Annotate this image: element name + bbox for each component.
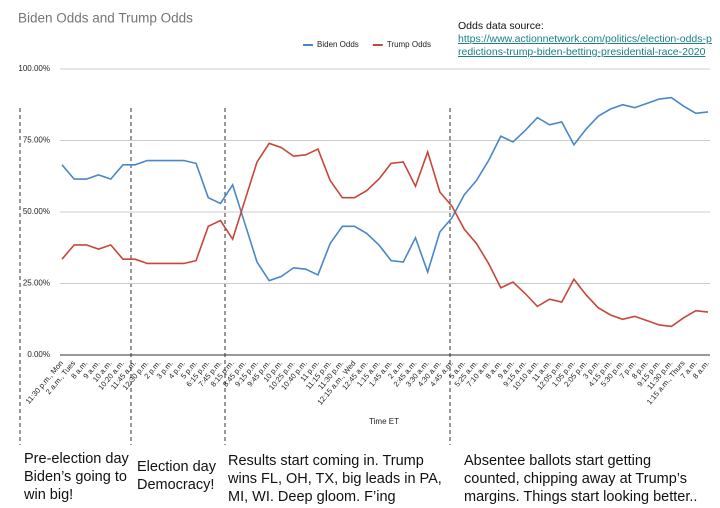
source: Odds data source: https://www.actionnetw… xyxy=(458,20,714,59)
annotation: Pre-election day Biden’s going to win bi… xyxy=(24,451,129,503)
y-tick-label: 100.00% xyxy=(18,64,50,73)
annotation: Results start coming in. Trump wins FL, … xyxy=(228,453,442,508)
line-series xyxy=(61,142,709,328)
line-series xyxy=(61,96,709,282)
chart-title: Biden Odds and Trump Odds xyxy=(18,11,193,26)
y-tick-label: 50.00% xyxy=(23,207,50,216)
separators xyxy=(19,108,451,445)
y-tick-label: 75.00% xyxy=(23,136,50,145)
source-label: Odds data source: xyxy=(458,20,544,32)
y-tick-label: 0.00% xyxy=(27,350,50,359)
annotation: Absentee ballots start getting counted, … xyxy=(464,453,698,505)
source-link[interactable]: https://www.actionnetwork.com/politics/e… xyxy=(458,33,712,58)
legend-label: Biden Odds xyxy=(317,40,359,49)
legend-label: Trump Odds xyxy=(387,40,431,49)
annotation: Election day Democracy! xyxy=(137,459,216,493)
y-tick-label: 25.00% xyxy=(23,279,50,288)
x-axis-label: Time ET xyxy=(369,417,399,426)
